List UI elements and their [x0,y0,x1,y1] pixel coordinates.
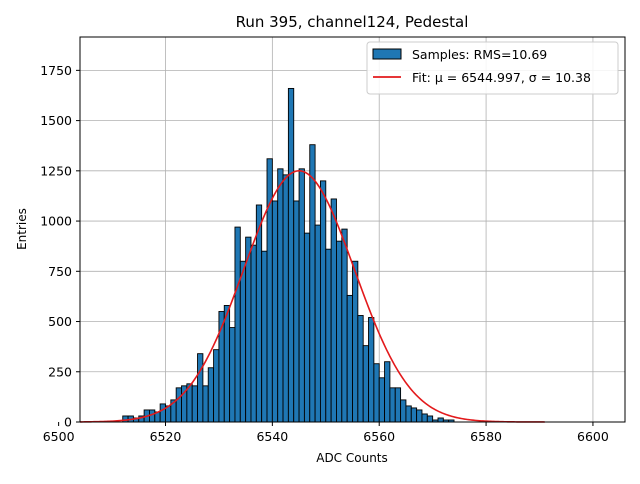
histogram-bar [234,226,241,423]
histogram-bar [303,232,311,423]
y-tick-label: 500 [48,314,72,329]
y-tick-label: 1250 [40,163,72,178]
histogram-bar [373,363,380,423]
histogram-bar [202,385,209,423]
histogram-bar [149,409,156,423]
histogram-bar [309,144,316,423]
y-tick-label: 1500 [40,113,72,128]
y-tick-label: 250 [48,364,72,379]
y-axis: 0 250 500 750 1000 1250 1500 1750 [40,63,80,430]
legend-swatch-samples [372,48,402,60]
histogram-bar [191,385,198,423]
histogram-bar [405,405,412,423]
histogram-bar [255,204,263,423]
histogram-bar [175,387,182,423]
x-axis: 6500 6520 6540 6560 6580 6600 [43,422,609,444]
histogram-bar [400,399,407,423]
histogram-bar [336,240,343,423]
legend: Samples: RMS=10.69 Fit: μ = 6544.997, σ … [366,41,619,95]
legend-label-samples: Samples: RMS=10.69 [412,47,547,62]
legend-label-fit: Fit: μ = 6544.997, σ = 10.38 [412,70,591,85]
x-tick-label: 6560 [363,429,395,444]
y-tick-label: 1000 [40,214,72,229]
histogram-bar [271,200,279,423]
histogram-bar [426,415,434,423]
histogram-bar [325,248,332,423]
histogram-bar [287,87,295,423]
histogram-bar [352,260,359,423]
histogram-bar [416,409,423,423]
y-tick-label: 0 [64,415,72,430]
y-axis-label: Entries [15,208,29,250]
histogram-bar [378,377,386,423]
x-tick-label: 6540 [256,429,288,444]
histogram-bar [239,260,247,423]
fit-curve [79,170,545,423]
x-axis-label: ADC Counts [316,451,388,465]
histogram-bar [346,294,353,423]
histogram-bar [368,317,375,423]
histogram-bar [384,361,391,423]
x-tick-label: 6600 [577,429,609,444]
chart-title: Run 395, channel124, Pedestal [236,13,469,31]
histogram-bar [421,413,428,423]
histogram-bar [282,174,289,423]
histogram-bar [207,367,215,423]
histogram-bar [229,327,236,423]
histogram-bar [298,168,305,423]
histogram-bar [341,228,348,423]
histogram-bar [213,349,220,423]
histogram-bar [437,417,444,423]
plot-frame [79,36,626,423]
histogram-bar [250,244,257,423]
histogram-bar [223,305,231,423]
histogram-bar [261,250,268,423]
histogram-bar [319,180,327,423]
histogram-bar [277,168,284,423]
legend-box [366,41,619,95]
histogram-bar [197,353,204,423]
histogram-bar [362,345,369,423]
histogram-bar [410,407,418,423]
x-tick-label: 6520 [150,429,182,444]
y-tick-label: 750 [48,264,72,279]
x-tick-label: 6580 [470,429,502,444]
histogram-bar [293,200,300,423]
histogram-bar [245,236,252,423]
histogram-bar [394,387,402,423]
histogram-bar [330,198,337,423]
x-tick-label: 6500 [43,429,75,444]
histogram-bar [159,403,166,423]
histogram-bar [389,387,396,423]
y-tick-label: 1750 [40,63,72,78]
histogram-bar [357,315,364,423]
histogram-bar [314,224,321,423]
